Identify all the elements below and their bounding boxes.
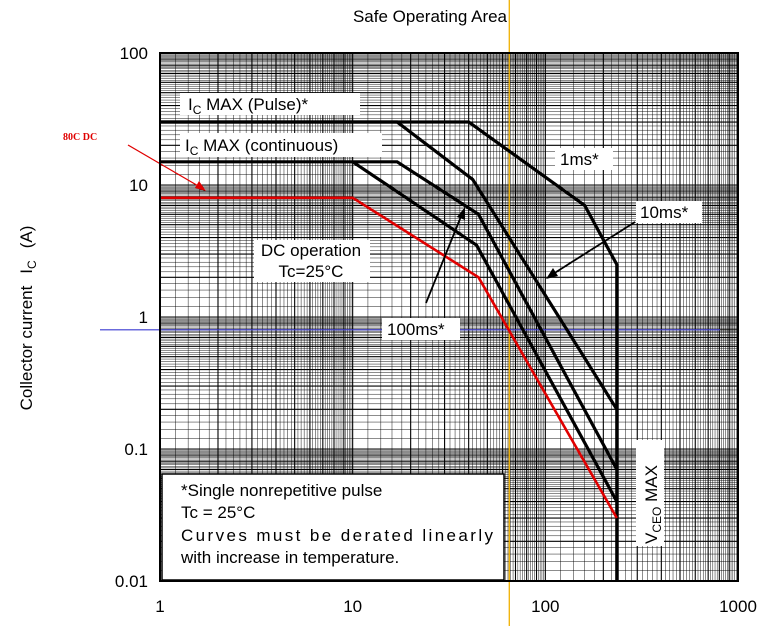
note-line: Curves must be derated linearly xyxy=(181,526,494,545)
note-box: *Single nonrepetitive pulse Tc = 25°C Cu… xyxy=(161,473,505,581)
continuous-label-prefix: I xyxy=(185,136,190,155)
y-tick-label: 1 xyxy=(139,308,148,327)
y-axis-symbol-sub: C xyxy=(25,260,39,269)
y-axis-label: Collector current IC (A) xyxy=(17,226,39,411)
ten-ms-arrow xyxy=(552,221,636,275)
series-line-100ms- xyxy=(160,160,619,471)
x-tick-label: 1 xyxy=(155,597,164,616)
x-tick-label: 10 xyxy=(343,597,362,616)
y-tick-label: 0.01 xyxy=(115,572,148,591)
y-tick-label: 0.1 xyxy=(124,440,148,459)
x-tick-label: 1000 xyxy=(719,597,757,616)
dc-red-label: 80C DC xyxy=(63,132,97,143)
y-axis-symbol: I xyxy=(17,269,36,274)
vceo-label-sub: CEO xyxy=(650,507,664,533)
pulse-label: IC MAX (Pulse)* xyxy=(188,95,309,117)
ten-ms-label-bg xyxy=(636,201,702,223)
y-axis-unit: (A) xyxy=(17,226,36,249)
hundred-ms-label-bg xyxy=(382,318,460,340)
hundred-ms-arrowhead xyxy=(457,207,465,220)
y-tick-label: 100 xyxy=(120,44,148,63)
continuous-label-sub: C xyxy=(190,144,199,158)
ten-ms-arrowhead xyxy=(546,268,558,279)
pulse-label-prefix: I xyxy=(188,95,193,114)
continuous-label: IC MAX (continuous) xyxy=(185,136,338,158)
chart-title: Safe Operating Area xyxy=(353,7,508,26)
y-axis-label-text: Collector current xyxy=(17,285,36,410)
series-line-80c-dc xyxy=(160,196,618,519)
dc-op-label-line2: Tc=25°C xyxy=(279,262,344,281)
tick-labels: 1 10 100 1000 100 10 1 0.1 0.01 xyxy=(115,44,757,616)
annotation-arrows xyxy=(127,144,636,304)
ten-ms-label: 10ms* xyxy=(640,203,689,222)
continuous-label-bg xyxy=(180,133,382,157)
hundred-ms-label: 100ms* xyxy=(387,320,445,339)
vceo-label-rest: MAX xyxy=(642,465,661,507)
y-tick-label: 10 xyxy=(129,176,148,195)
hundred-ms-arrow xyxy=(425,213,463,304)
series-line-10ms- xyxy=(160,120,619,411)
pulse-label-rest: MAX (Pulse)* xyxy=(201,95,308,114)
note-line: *Single nonrepetitive pulse xyxy=(181,481,382,500)
dc-red-arrow xyxy=(127,144,201,188)
pulse-label-sub: C xyxy=(193,103,202,117)
one-ms-label: 1ms* xyxy=(560,150,599,169)
vceo-label: VCEO MAX xyxy=(642,465,664,544)
series xyxy=(160,120,619,581)
series-line-dc-operation xyxy=(351,160,619,503)
dc-op-label-bg xyxy=(254,240,370,282)
dc-op-label-line1: DC operation xyxy=(261,241,361,260)
one-ms-label-bg xyxy=(555,148,613,170)
note-line: with increase in temperature. xyxy=(180,548,399,567)
vceo-label-bg xyxy=(636,440,664,546)
x-tick-label: 100 xyxy=(531,597,559,616)
pulse-label-bg xyxy=(180,93,360,115)
vceo-label-prefix: V xyxy=(642,532,661,544)
continuous-label-rest: MAX (continuous) xyxy=(198,136,338,155)
dc-red-arrowhead xyxy=(195,181,206,191)
plot-frame xyxy=(159,52,739,582)
note-line: Tc = 25°C xyxy=(181,503,255,522)
